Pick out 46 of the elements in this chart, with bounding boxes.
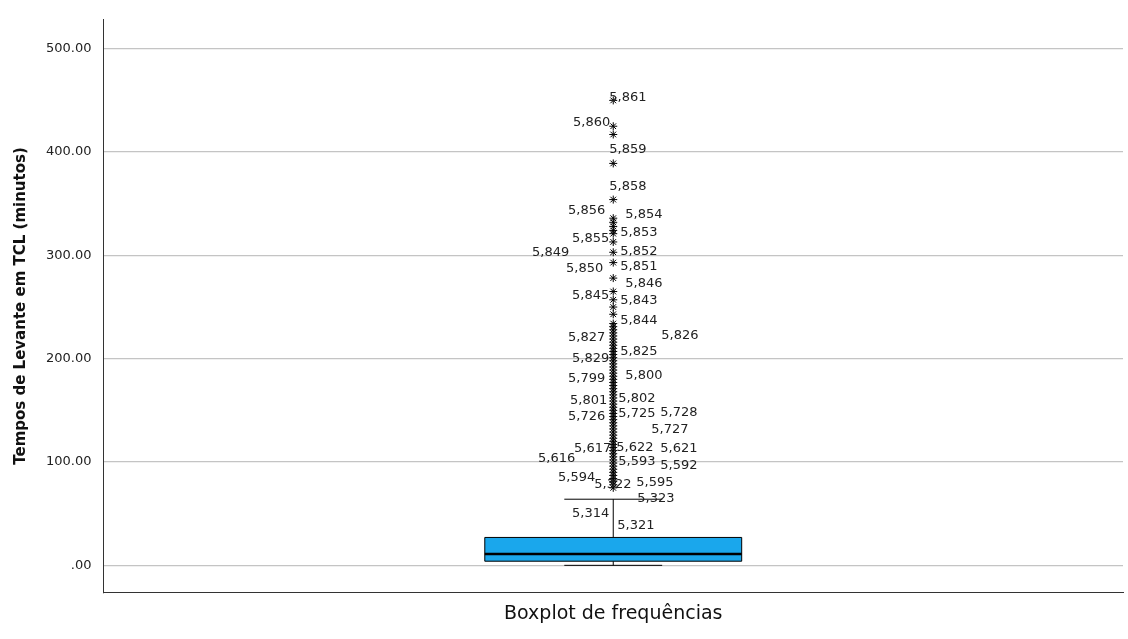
annotation: 5,825 (620, 343, 658, 359)
annotation: 5,827 (568, 328, 606, 344)
y-tick-label: 500.00 (45, 40, 92, 56)
annotation: 5,843 (620, 292, 658, 308)
annotation: 5,846 (625, 274, 663, 290)
annotation: 5,860 (573, 114, 611, 130)
annotation: 5,844 (620, 312, 658, 328)
annotation: 5,727 (651, 420, 689, 436)
annotation: 5,826 (661, 326, 699, 342)
annotation: 5,593 (618, 453, 656, 469)
annotation: 5,725 (618, 405, 656, 421)
annotation: 5,799 (568, 370, 606, 386)
annotation: 5,314 (572, 504, 610, 520)
annotation: 5,622 (616, 438, 654, 454)
annotation: 5,595 (636, 473, 674, 489)
annotation: 5,858 (609, 178, 647, 194)
annotation: 5,845 (572, 287, 610, 303)
annotation: 5,856 (568, 202, 606, 218)
annotation: 5,592 (660, 457, 698, 473)
annotation: 5,621 (660, 439, 698, 455)
annotation: 5,859 (609, 141, 647, 157)
y-tick-label: .00 (70, 556, 92, 572)
annotation: 5,728 (660, 404, 698, 420)
annotation: 5,851 (620, 258, 658, 274)
annotation: 5,855 (572, 230, 610, 246)
annotation: 5,616 (538, 450, 576, 466)
annotation: 5,801 (570, 391, 608, 407)
annotation: 5,854 (625, 206, 663, 222)
annotation: 5,850 (566, 260, 604, 276)
annotation: 5,800 (625, 367, 663, 383)
y-axis-title: Tempos de Levante em TCL (minutos) (10, 147, 29, 465)
annotation: 5,852 (620, 242, 658, 258)
annotation: 5,321 (617, 517, 655, 533)
y-tick-label: 200.00 (45, 350, 92, 366)
y-tick-label: 400.00 (45, 143, 92, 159)
annotation: 5,594 (558, 468, 596, 484)
annotation: 5,617 (574, 439, 612, 455)
y-tick-label: 100.00 (45, 453, 92, 469)
annotation: 5,726 (568, 408, 606, 424)
annotation: 5,853 (620, 223, 658, 239)
annotation: 5,829 (572, 350, 610, 366)
annotation: 5,861 (609, 89, 647, 105)
annotation: 5,849 (532, 243, 570, 259)
y-tick-label: 300.00 (45, 246, 92, 262)
x-tick-label: Boxplot de frequências (504, 600, 723, 623)
annotation: 5,802 (618, 389, 656, 405)
